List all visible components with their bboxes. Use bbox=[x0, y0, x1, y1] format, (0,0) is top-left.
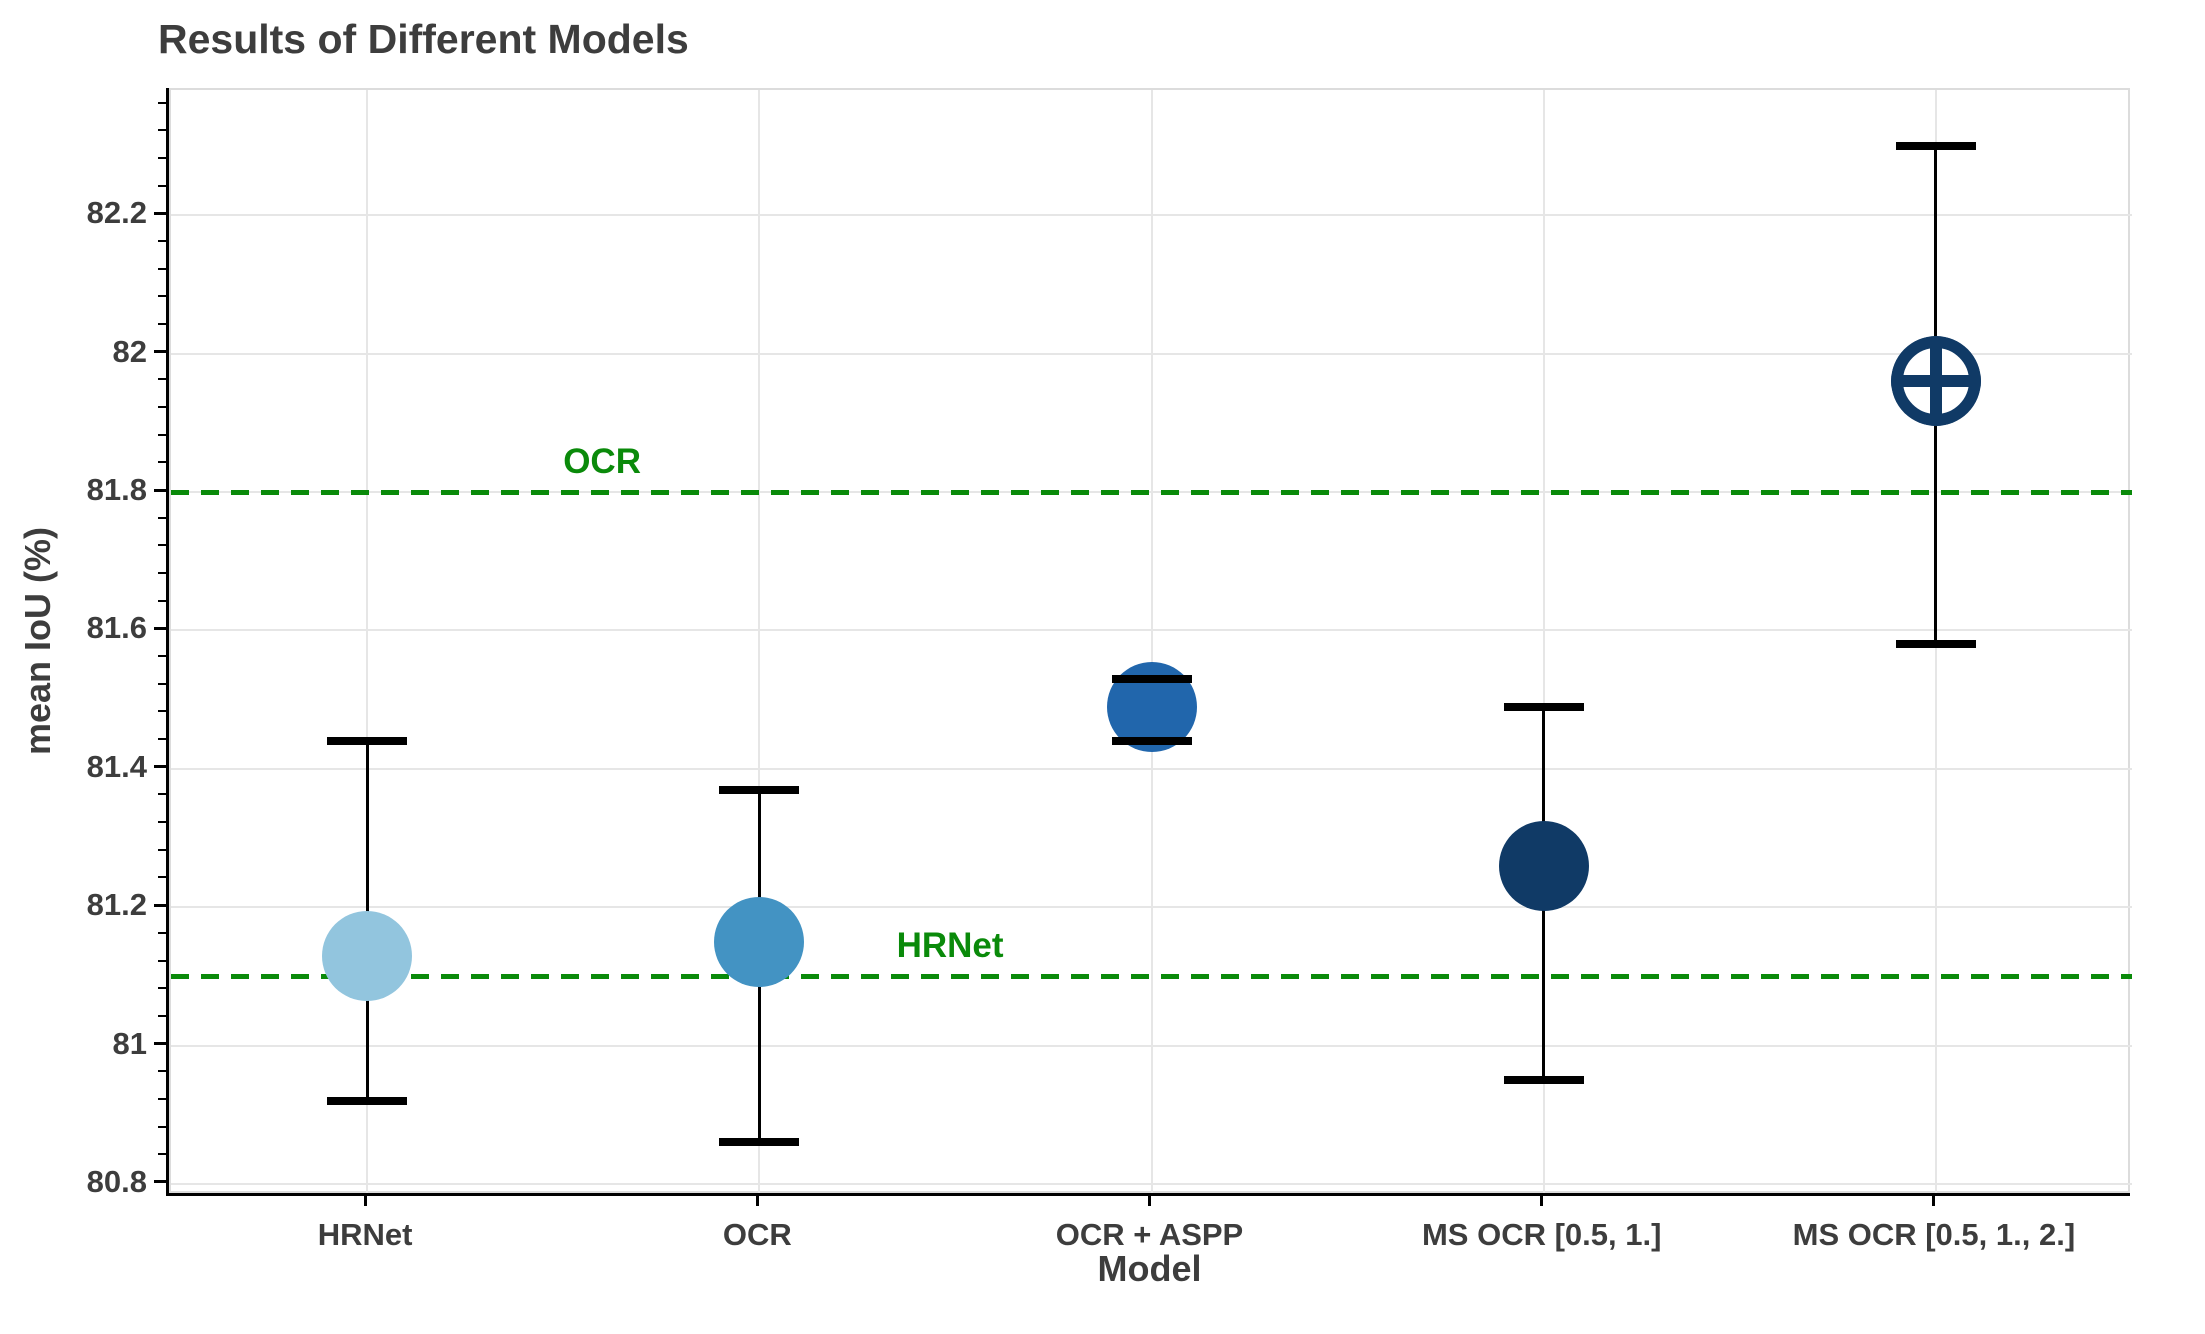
error-cap-upper bbox=[1895, 142, 1976, 151]
chart-title: Results of Different Models bbox=[158, 16, 689, 62]
h-gridline bbox=[171, 629, 2132, 632]
y-major-tick bbox=[154, 903, 166, 907]
y-minor-tick bbox=[158, 433, 166, 436]
error-cap-upper bbox=[327, 737, 408, 746]
x-tick bbox=[1148, 1195, 1151, 1206]
y-minor-tick bbox=[158, 1125, 166, 1128]
mean-marker bbox=[1498, 820, 1589, 911]
x-axis-label: Model bbox=[1097, 1248, 1202, 1289]
y-minor-tick bbox=[158, 876, 166, 879]
error-cap-lower bbox=[719, 1138, 800, 1147]
y-minor-tick bbox=[158, 1014, 166, 1017]
y-minor-tick bbox=[158, 1153, 166, 1156]
h-gridline bbox=[171, 1182, 2132, 1185]
x-tick-label: HRNet bbox=[317, 1217, 413, 1252]
y-major-tick bbox=[154, 765, 166, 769]
h-gridline bbox=[171, 767, 2132, 770]
error-cap-lower bbox=[327, 1096, 408, 1105]
y-tick-label: 82.2 bbox=[86, 195, 147, 231]
y-minor-tick bbox=[158, 682, 166, 685]
y-major-tick bbox=[154, 350, 166, 354]
y-minor-tick bbox=[158, 544, 166, 547]
y-major-tick bbox=[154, 211, 166, 215]
x-tick-label: OCR + ASPP bbox=[1055, 1217, 1244, 1252]
y-minor-tick bbox=[158, 267, 166, 270]
y-minor-tick bbox=[158, 295, 166, 298]
y-tick-label: 81.4 bbox=[86, 748, 147, 784]
baseline-ocr-label: OCR bbox=[563, 442, 641, 481]
h-gridline bbox=[171, 1044, 2132, 1047]
y-minor-tick bbox=[158, 821, 166, 824]
x-tick-label: OCR bbox=[722, 1217, 792, 1252]
h-gridline bbox=[171, 906, 2132, 909]
y-minor-tick bbox=[158, 129, 166, 132]
v-gridline bbox=[366, 90, 369, 1195]
y-minor-tick bbox=[158, 959, 166, 962]
y-minor-tick bbox=[158, 378, 166, 381]
y-minor-tick bbox=[158, 461, 166, 464]
y-minor-tick bbox=[158, 184, 166, 187]
y-tick-label: 81.6 bbox=[86, 610, 147, 646]
y-minor-tick bbox=[158, 738, 166, 741]
y-tick-label: 82 bbox=[112, 333, 147, 369]
x-tick-label: MS OCR [0.5, 1.] bbox=[1421, 1217, 1662, 1252]
x-tick bbox=[755, 1195, 759, 1206]
mean-marker bbox=[714, 896, 805, 987]
error-cap-lower bbox=[1895, 640, 1976, 649]
error-cap-lower bbox=[1111, 737, 1192, 746]
y-minor-tick bbox=[158, 405, 166, 408]
y-minor-tick bbox=[158, 156, 166, 159]
error-cap-upper bbox=[1503, 702, 1584, 711]
v-gridline bbox=[758, 90, 761, 1195]
y-major-tick bbox=[154, 488, 166, 492]
h-gridline bbox=[171, 214, 2132, 217]
error-cap-lower bbox=[1503, 1076, 1584, 1085]
y-minor-tick bbox=[158, 239, 166, 242]
baseline-hrnet-line bbox=[171, 973, 2132, 979]
y-tick-label: 81.8 bbox=[86, 472, 147, 507]
error-cap-upper bbox=[719, 785, 800, 794]
h-gridline bbox=[171, 352, 2132, 355]
mean-marker bbox=[322, 910, 413, 1001]
y-major-tick bbox=[154, 626, 166, 630]
left-spine bbox=[166, 88, 169, 1196]
x-tick bbox=[1540, 1195, 1544, 1206]
error-cap-upper bbox=[1111, 674, 1192, 683]
y-minor-tick bbox=[158, 322, 166, 325]
y-tick-label: 81 bbox=[112, 1025, 147, 1061]
y-minor-tick bbox=[158, 599, 166, 602]
y-tick-label: 80.8 bbox=[86, 1163, 147, 1199]
marker-ring bbox=[1890, 336, 1981, 427]
y-minor-tick bbox=[158, 516, 166, 519]
x-tick bbox=[1932, 1195, 1936, 1206]
mean-marker-circled-plus bbox=[1890, 336, 1981, 427]
v-gridline bbox=[1542, 90, 1545, 1195]
plot-area: OCR HRNet bbox=[169, 88, 2132, 1195]
y-major-tick bbox=[154, 1042, 166, 1046]
y-minor-tick bbox=[158, 710, 166, 713]
bottom-spine bbox=[166, 1193, 2130, 1196]
x-tick-label: MS OCR [0.5, 1., 2.] bbox=[1792, 1217, 2076, 1252]
y-minor-tick bbox=[158, 1097, 166, 1100]
y-minor-tick bbox=[158, 931, 166, 934]
x-tick bbox=[363, 1195, 367, 1206]
y-tick-label: 81.2 bbox=[86, 887, 147, 923]
v-gridline bbox=[1150, 90, 1153, 1195]
y-minor-tick bbox=[158, 655, 166, 658]
y-minor-tick bbox=[158, 101, 166, 104]
y-minor-tick bbox=[158, 572, 166, 575]
y-major-tick bbox=[154, 1180, 166, 1184]
baseline-hrnet-label: HRNet bbox=[896, 926, 1004, 966]
y-minor-tick bbox=[158, 987, 166, 990]
baseline-ocr-line bbox=[171, 489, 2132, 495]
y-minor-tick bbox=[158, 793, 166, 796]
y-minor-tick bbox=[158, 848, 166, 851]
y-minor-tick bbox=[158, 1070, 166, 1073]
